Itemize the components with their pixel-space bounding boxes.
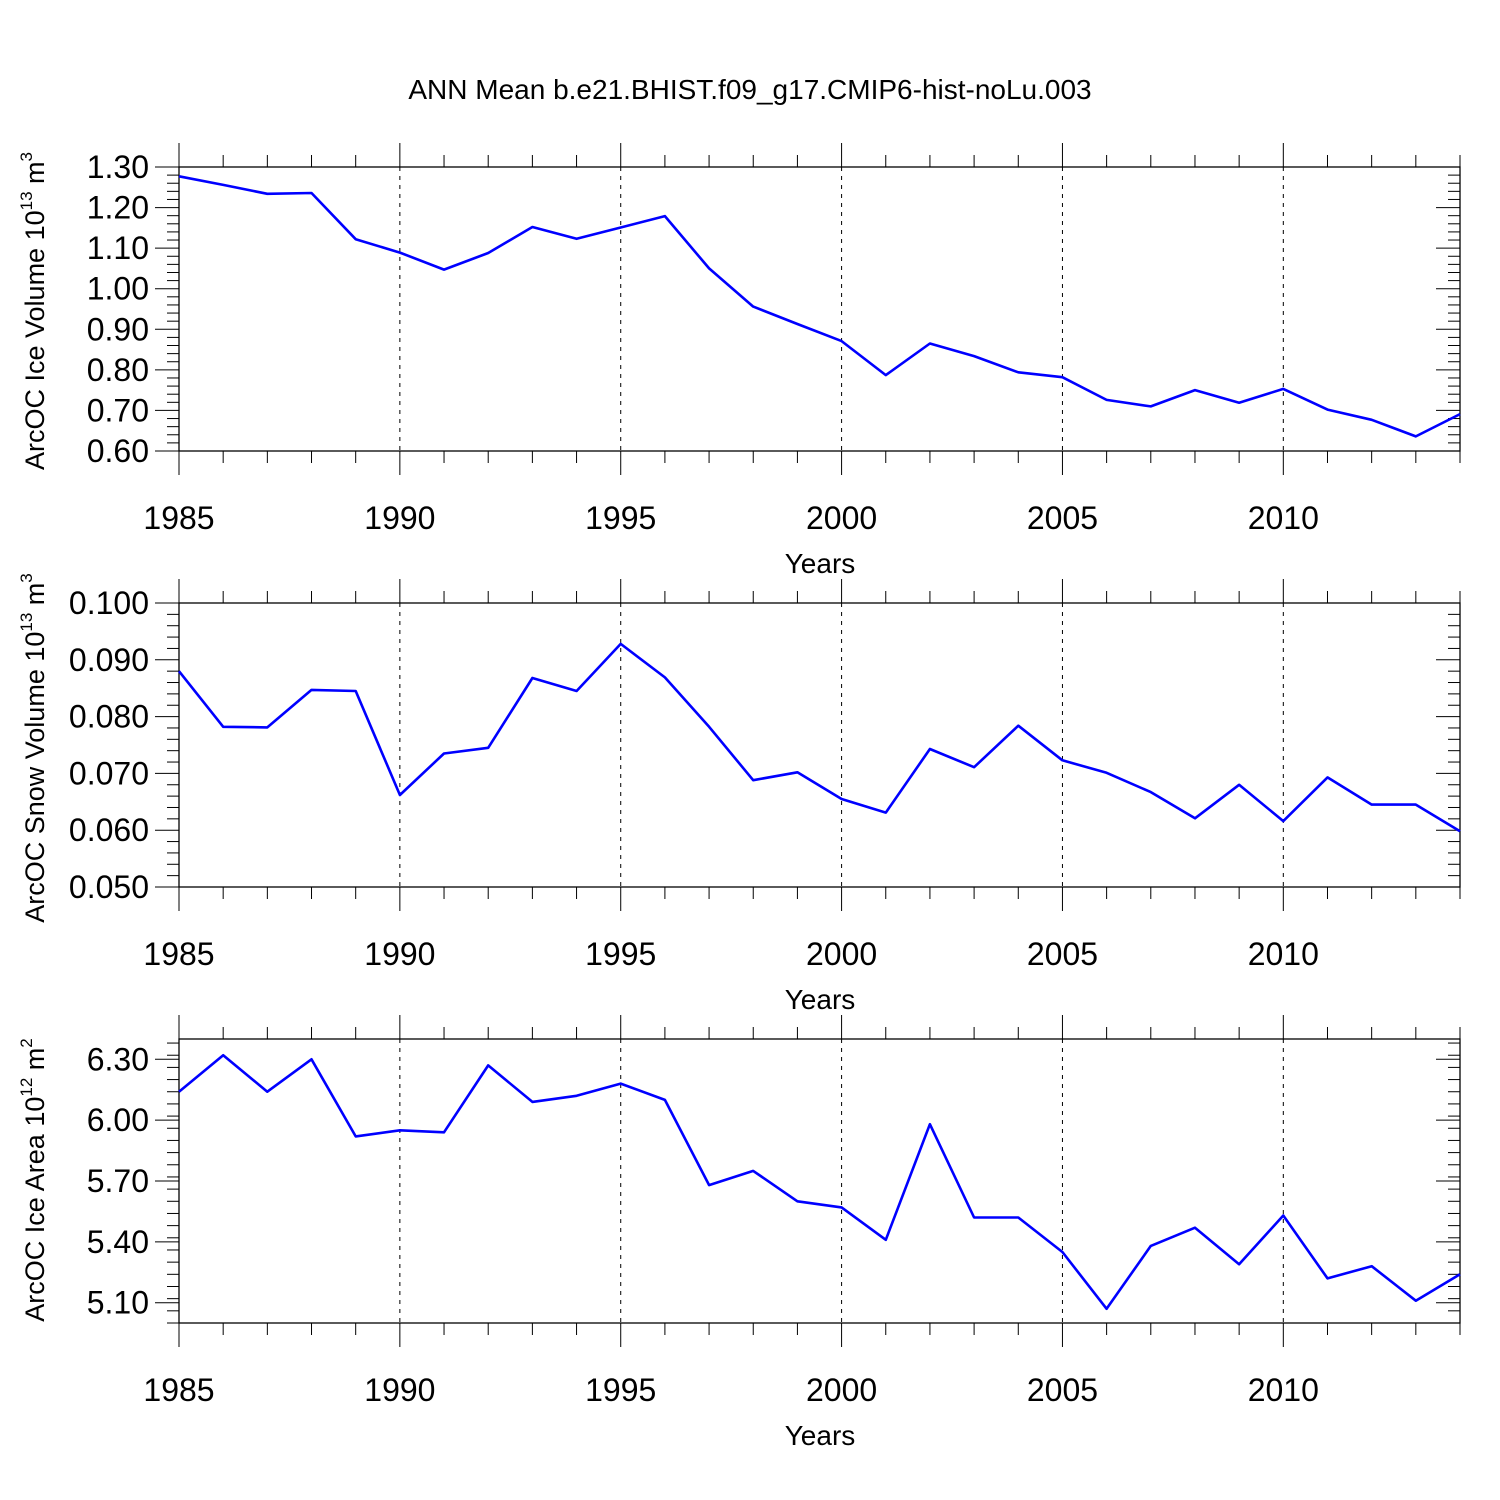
y-label-unit: m bbox=[20, 161, 50, 191]
y-tick-label: 0.70 bbox=[87, 392, 149, 428]
x-tick-label: 2010 bbox=[1248, 500, 1319, 536]
series-line bbox=[178, 175, 1461, 438]
y-tick-label: 6.30 bbox=[87, 1041, 149, 1077]
figure-title: ANN Mean b.e21.BHIST.f09_g17.CMIP6-hist-… bbox=[408, 74, 1091, 105]
y-tick-label: 1.30 bbox=[87, 149, 149, 185]
y-label-unit-exponent: 3 bbox=[17, 152, 36, 161]
y-tick-label: 0.060 bbox=[69, 812, 149, 848]
x-tick-label: 1995 bbox=[585, 936, 656, 972]
x-tick-label: 1990 bbox=[364, 1372, 435, 1408]
y-axis-label: ArcOC Ice Volume 1013 m3 bbox=[17, 152, 50, 470]
x-tick-label: 1985 bbox=[143, 936, 214, 972]
x-tick-label: 1985 bbox=[143, 1372, 214, 1408]
y-tick-label: 1.00 bbox=[87, 271, 149, 307]
y-label-exponent: 12 bbox=[17, 1078, 36, 1097]
y-tick-label: 1.10 bbox=[87, 230, 149, 266]
plot-frame bbox=[178, 1038, 1461, 1324]
y-tick-label: 0.080 bbox=[69, 699, 149, 735]
x-tick-label: 1990 bbox=[364, 500, 435, 536]
y-tick-label: 5.10 bbox=[87, 1285, 149, 1321]
y-label-unit: m bbox=[20, 583, 50, 613]
x-tick-label: 1990 bbox=[364, 936, 435, 972]
x-tick-label: 2000 bbox=[806, 936, 877, 972]
x-tick-label: 1995 bbox=[585, 500, 656, 536]
y-tick-label: 0.60 bbox=[87, 433, 149, 469]
y-tick-label: 5.40 bbox=[87, 1224, 149, 1260]
y-axis-label: ArcOC Ice Area 1012 m2 bbox=[17, 1038, 50, 1322]
x-tick-label: 2005 bbox=[1027, 1372, 1098, 1408]
x-axis-label: Years bbox=[785, 984, 856, 1015]
y-tick-label: 1.20 bbox=[87, 190, 149, 226]
y-tick-label: 0.90 bbox=[87, 311, 149, 347]
y-tick-label: 0.070 bbox=[69, 755, 149, 791]
y-tick-label: 0.050 bbox=[69, 869, 149, 905]
y-tick-label: 6.00 bbox=[87, 1102, 149, 1138]
x-tick-label: 1985 bbox=[143, 500, 214, 536]
y-tick-label: 0.090 bbox=[69, 642, 149, 678]
y-label-exponent: 13 bbox=[17, 191, 36, 210]
x-tick-label: 2005 bbox=[1027, 936, 1098, 972]
x-tick-label: 2000 bbox=[806, 1372, 877, 1408]
y-label-main: ArcOC Ice Area 10 bbox=[20, 1097, 50, 1322]
panels-group: 0.60 0.70 0.80 0.90 1.00 1.10 1.20 1.30 1985 1990… bbox=[17, 143, 1461, 1451]
y-axis-label: ArcOC Snow Volume 1013 m3 bbox=[17, 573, 50, 923]
x-tick-label: 2010 bbox=[1248, 936, 1319, 972]
plot-frame bbox=[178, 602, 1461, 888]
y-tick-label: 0.80 bbox=[87, 352, 149, 388]
y-label-unit-exponent: 3 bbox=[17, 573, 36, 582]
y-tick-label: 5.70 bbox=[87, 1163, 149, 1199]
x-axis-label: Years bbox=[785, 1420, 856, 1451]
chart-panel-1: 0.60 0.70 0.80 0.90 1.00 1.10 1.20 1.30 1985 1990… bbox=[17, 143, 1461, 579]
series-line bbox=[177, 642, 1461, 833]
chart-panel-3: 5.10 5.40 5.70 6.00 6.30 1985 1990 1995 2000 2005… bbox=[17, 1015, 1461, 1451]
y-label-unit-exponent: 2 bbox=[17, 1038, 36, 1047]
plot-frame bbox=[178, 166, 1461, 452]
y-label-main: ArcOC Ice Volume 10 bbox=[20, 210, 50, 470]
y-label-unit: m bbox=[20, 1048, 50, 1078]
y-label-exponent: 13 bbox=[17, 613, 36, 632]
x-tick-label: 2000 bbox=[806, 500, 877, 536]
x-tick-label: 1995 bbox=[585, 1372, 656, 1408]
x-tick-label: 2010 bbox=[1248, 1372, 1319, 1408]
chart-panel-2: 0.050 0.060 0.070 0.080 0.090 0.100 1985 1990 19… bbox=[17, 573, 1461, 1015]
x-axis-label: Years bbox=[785, 548, 856, 579]
y-tick-label: 0.100 bbox=[69, 585, 149, 621]
y-label-main: ArcOC Snow Volume 10 bbox=[20, 632, 50, 923]
x-tick-label: 2005 bbox=[1027, 500, 1098, 536]
series-line bbox=[178, 1053, 1461, 1311]
